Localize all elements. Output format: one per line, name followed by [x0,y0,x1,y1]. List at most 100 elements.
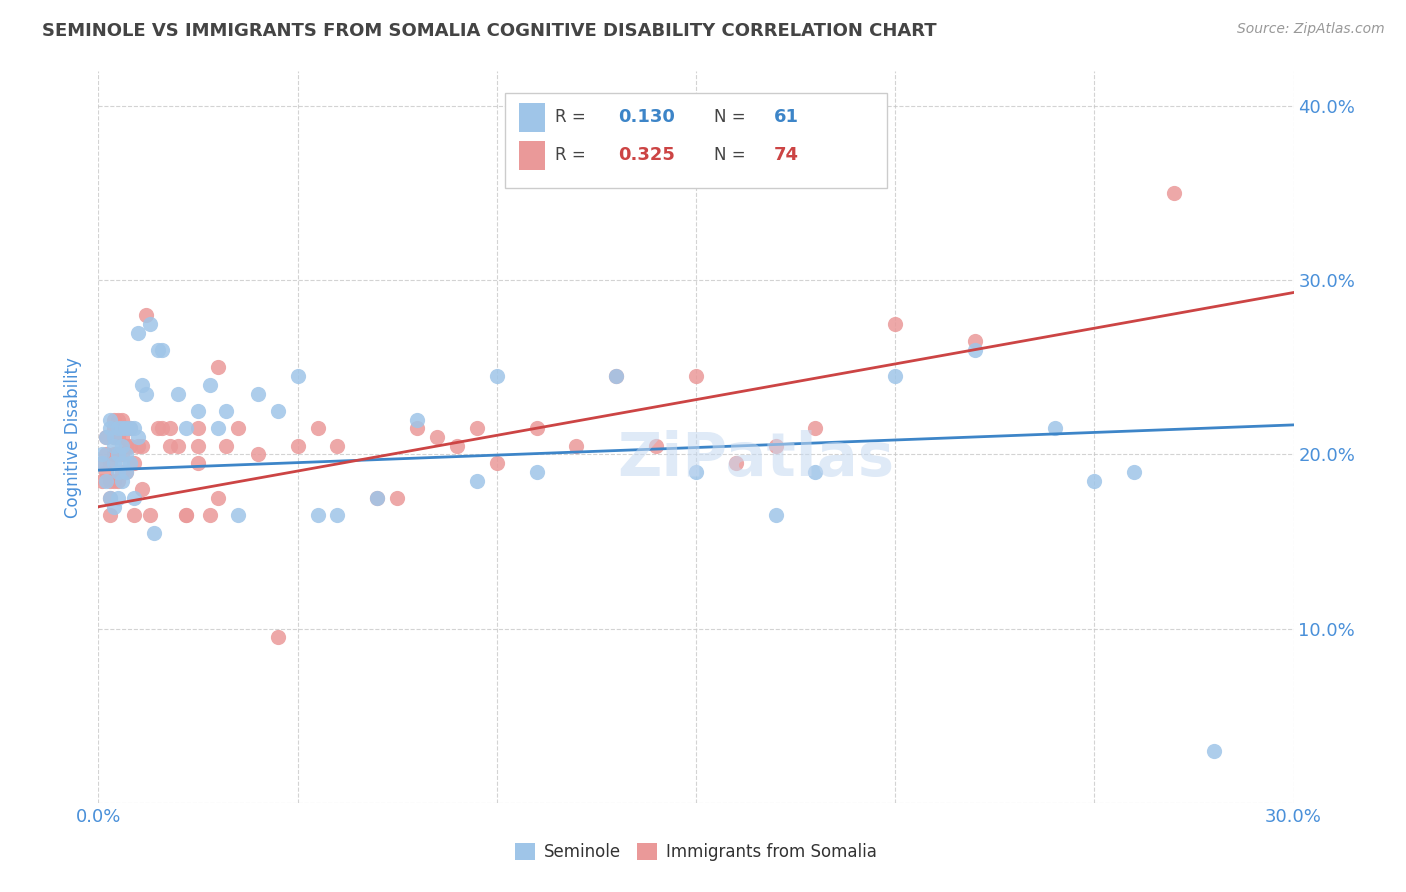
Point [167,439,190,453]
Text: 0.325: 0.325 [619,146,675,164]
Point [91,448,114,462]
Point [120,456,142,470]
Point [103,448,125,462]
Text: ZiPatlas: ZiPatlas [617,430,894,489]
Point [167,386,190,401]
Point [326,508,349,523]
Legend: Seminole, Immigrants from Somalia: Seminole, Immigrants from Somalia [509,836,883,868]
Point [884,317,907,331]
Point [111,421,134,435]
Point [135,386,157,401]
Point [1123,465,1146,479]
Text: Source: ZipAtlas.com: Source: ZipAtlas.com [1237,22,1385,37]
Point [198,377,221,392]
Point [765,508,787,523]
Point [107,465,129,479]
Point [124,456,146,470]
Text: R =: R = [555,109,591,127]
Point [139,508,162,523]
Point [91,456,114,470]
Point [120,439,142,453]
Point [103,439,125,453]
Point [287,439,309,453]
Point [187,439,209,453]
Point [1202,743,1225,757]
Point [107,448,129,462]
Point [159,421,181,435]
Point [98,456,122,470]
Point [187,404,209,418]
Point [207,421,229,435]
Text: N =: N = [714,146,751,164]
Point [115,465,138,479]
Point [107,474,129,488]
Point [131,377,153,392]
Text: 74: 74 [773,146,799,164]
Point [963,343,986,357]
Point [565,439,588,453]
Point [111,456,134,470]
Point [103,430,125,444]
Point [267,631,290,645]
Point [111,412,134,426]
Point [98,421,122,435]
Point [198,508,221,523]
Text: SEMINOLE VS IMMIGRANTS FROM SOMALIA COGNITIVE DISABILITY CORRELATION CHART: SEMINOLE VS IMMIGRANTS FROM SOMALIA COGN… [42,22,936,40]
Point [98,508,122,523]
Point [96,430,118,444]
Point [103,474,125,488]
Point [143,525,166,540]
Point [485,369,508,384]
Point [148,421,170,435]
Point [96,430,118,444]
Point [96,465,118,479]
Point [103,412,125,426]
Point [107,421,129,435]
Text: 61: 61 [773,109,799,127]
Point [107,412,129,426]
Point [605,369,627,384]
Point [98,491,122,505]
Point [124,508,146,523]
Point [963,334,986,349]
Text: R =: R = [555,146,591,164]
Point [605,369,627,384]
Point [685,465,707,479]
Point [91,474,114,488]
Point [307,421,329,435]
Point [366,491,388,505]
Point [103,421,125,435]
Point [465,474,488,488]
Point [526,465,548,479]
Point [124,491,146,505]
Point [111,430,134,444]
Point [765,439,787,453]
Point [98,491,122,505]
Point [98,412,122,426]
Point [526,421,548,435]
Point [385,491,409,505]
Point [115,439,138,453]
Point [103,456,125,470]
Point [150,421,173,435]
Point [246,386,269,401]
Point [1043,421,1066,435]
Point [150,343,173,357]
Point [135,308,157,322]
Point [120,421,142,435]
Point [91,456,114,470]
Point [724,456,747,470]
Point [226,508,249,523]
Point [215,439,238,453]
Point [115,465,138,479]
Point [115,421,138,435]
Point [124,421,146,435]
Point [406,421,429,435]
Point [366,491,388,505]
Point [174,421,197,435]
Point [148,343,170,357]
Bar [519,141,546,170]
Point [485,456,508,470]
Point [103,430,125,444]
Point [111,439,134,453]
